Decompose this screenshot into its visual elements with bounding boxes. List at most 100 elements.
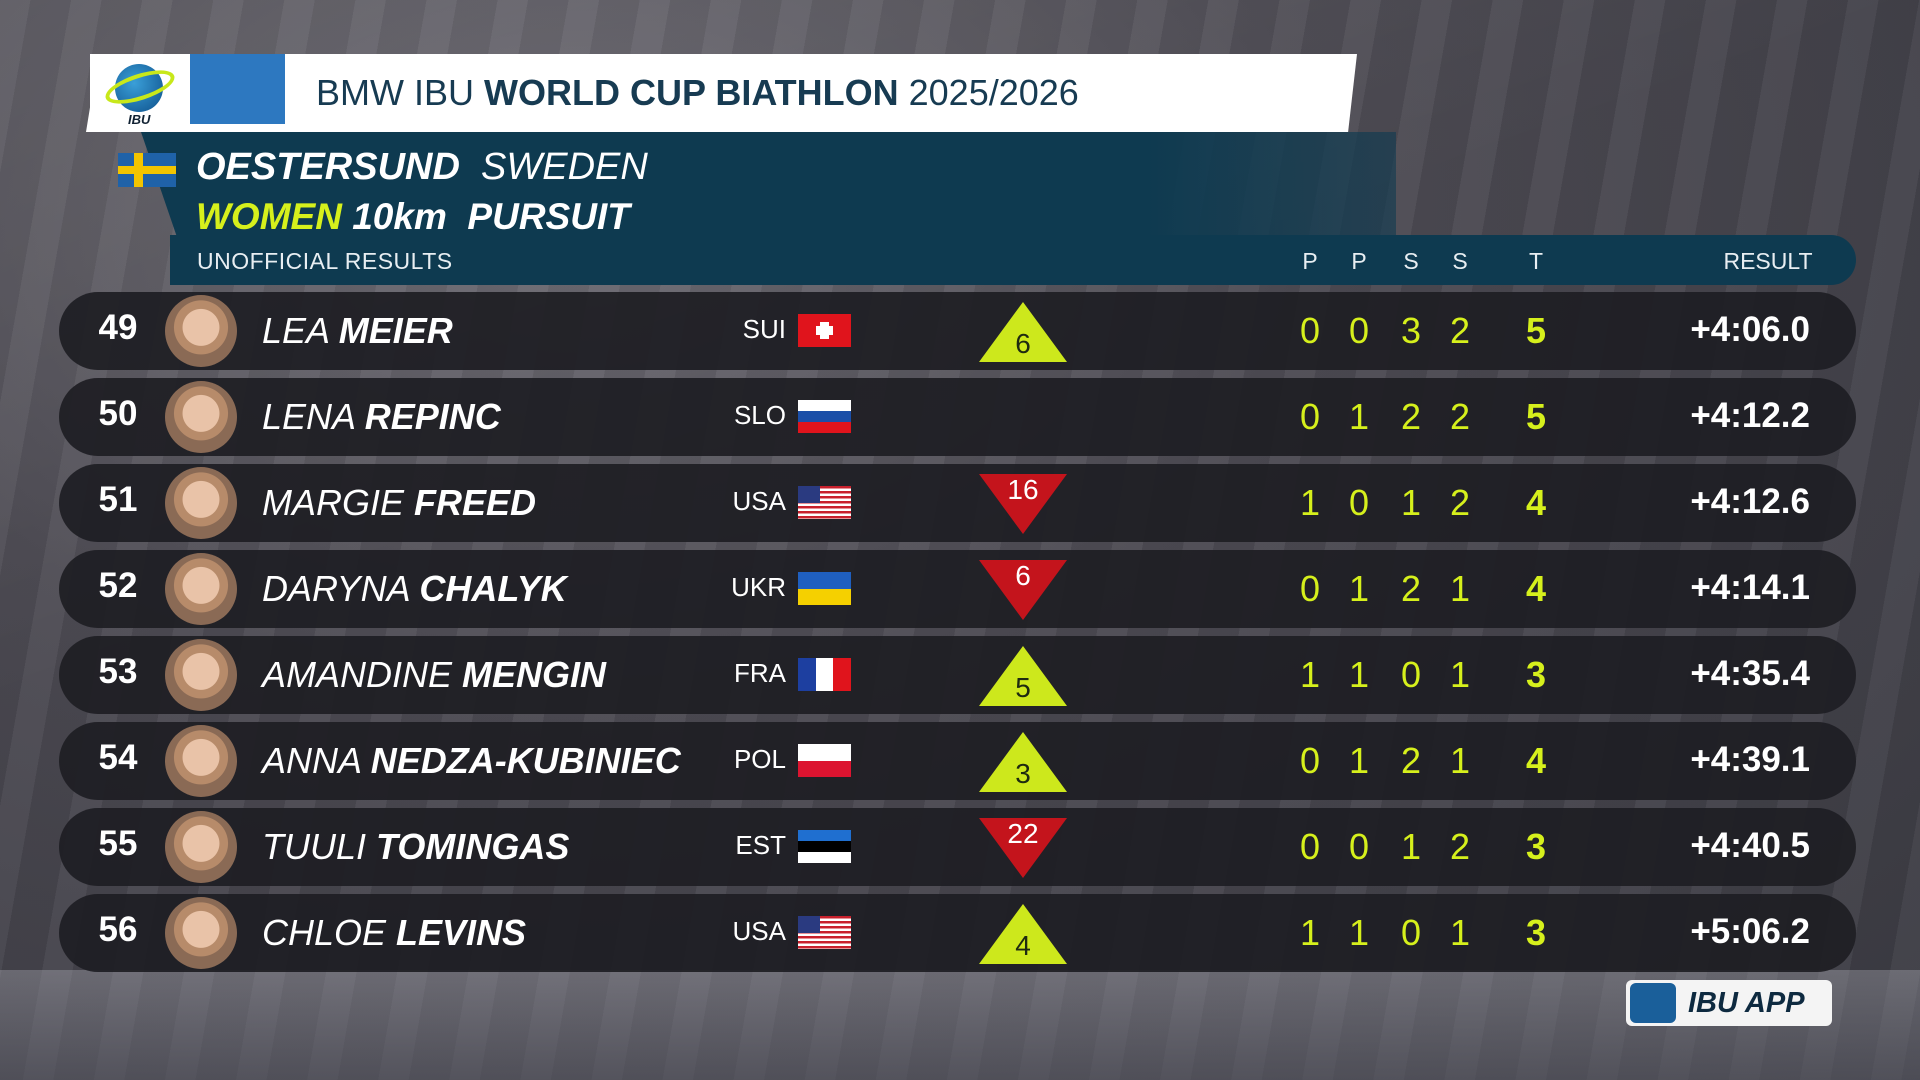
athlete-name: AMANDINE MENGIN — [262, 654, 607, 695]
total-misses: 3 — [1525, 912, 1547, 953]
athlete-avatar — [165, 295, 237, 367]
athlete-name: MARGIE FREED — [262, 482, 537, 523]
shooting-misses: 2 — [1449, 826, 1471, 867]
athlete-avatar — [165, 639, 237, 711]
shooting-misses: 0 — [1400, 912, 1422, 953]
result-time: +4:06.0 — [1690, 310, 1810, 349]
col-standing-2: S — [1452, 248, 1468, 274]
shooting-misses: 2 — [1449, 396, 1471, 437]
result-time: +4:12.2 — [1690, 396, 1810, 435]
crowd-background — [0, 970, 1920, 1080]
athlete-name: LENA REPINC — [262, 396, 501, 437]
shooting-misses: 1 — [1348, 568, 1370, 609]
result-time: +4:40.5 — [1690, 826, 1810, 865]
shooting-misses: 1 — [1299, 482, 1321, 523]
shooting-misses: 0 — [1348, 310, 1370, 351]
shooting-misses: 0 — [1299, 740, 1321, 781]
shooting-misses: 1 — [1449, 912, 1471, 953]
col-standing-1: S — [1403, 248, 1419, 274]
shooting-misses: 3 — [1400, 310, 1422, 351]
pol-flag-icon — [798, 744, 851, 777]
est-flag-icon — [798, 830, 851, 863]
slo-flag-icon — [798, 400, 851, 433]
race-title: WOMEN 10km PURSUIT — [196, 196, 630, 237]
shooting-misses: 1 — [1348, 396, 1370, 437]
nation-code: SLO — [733, 400, 786, 430]
total-misses: 4 — [1525, 568, 1547, 609]
nation-code: SUI — [742, 314, 786, 344]
position-up-arrow-icon: 3 — [979, 732, 1067, 792]
shooting-misses: 1 — [1299, 654, 1321, 695]
shooting-misses: 0 — [1299, 396, 1321, 437]
total-misses: 5 — [1525, 396, 1547, 437]
shooting-misses: 1 — [1400, 482, 1422, 523]
result-time: +4:14.1 — [1690, 568, 1810, 607]
position-up-arrow-icon: 4 — [979, 904, 1067, 964]
shooting-misses: 2 — [1449, 482, 1471, 523]
shooting-misses: 1 — [1400, 826, 1422, 867]
shooting-misses: 0 — [1299, 568, 1321, 609]
position-down-arrow-icon: 6 — [979, 560, 1067, 620]
fra-flag-icon — [798, 658, 851, 691]
shooting-misses: 1 — [1348, 654, 1370, 695]
col-prone-2: P — [1351, 248, 1367, 274]
ibu-app-badge: IBU APP — [1626, 980, 1832, 1026]
total-misses: 4 — [1525, 740, 1547, 781]
athlete-avatar — [165, 467, 237, 539]
shooting-misses: 0 — [1348, 482, 1370, 523]
results-status: UNOFFICIAL RESULTS — [197, 248, 453, 274]
athlete-avatar — [165, 725, 237, 797]
sui-flag-icon — [798, 314, 851, 347]
shooting-misses: 2 — [1400, 396, 1422, 437]
position-down-arrow-icon: 22 — [979, 818, 1067, 878]
title-bar — [86, 54, 1357, 132]
event-panel — [141, 132, 1396, 242]
ukr-flag-icon — [798, 572, 851, 605]
shooting-misses: 1 — [1348, 740, 1370, 781]
shooting-misses: 0 — [1400, 654, 1422, 695]
shooting-misses: 2 — [1400, 740, 1422, 781]
total-misses: 5 — [1525, 310, 1547, 351]
result-time: +5:06.2 — [1690, 912, 1810, 951]
position-up-arrow-icon: 6 — [979, 302, 1067, 362]
position-down-arrow-icon: 16 — [979, 474, 1067, 534]
athlete-name: TUULI TOMINGAS — [262, 826, 570, 867]
athlete-name: CHLOE LEVINS — [262, 912, 527, 953]
total-misses: 3 — [1525, 826, 1547, 867]
position-up-arrow-icon: 5 — [979, 646, 1067, 706]
result-time: +4:35.4 — [1690, 654, 1810, 693]
total-misses: 3 — [1525, 654, 1547, 695]
shooting-misses: 0 — [1299, 826, 1321, 867]
col-result: RESULT — [1723, 248, 1813, 274]
nation-code: UKR — [731, 572, 786, 602]
event-logo — [190, 54, 285, 124]
nation-code: POL — [733, 744, 786, 774]
shooting-misses: 1 — [1449, 654, 1471, 695]
nation-code: USA — [732, 486, 786, 516]
athlete-avatar — [165, 553, 237, 625]
shooting-misses: 1 — [1299, 912, 1321, 953]
shooting-misses: 2 — [1400, 568, 1422, 609]
result-time: +4:12.6 — [1690, 482, 1810, 521]
shooting-misses: 0 — [1299, 310, 1321, 351]
athlete-avatar — [165, 897, 237, 969]
athlete-name: LEA MEIER — [262, 310, 453, 351]
shooting-misses: 1 — [1449, 740, 1471, 781]
ibu-logo: IBU — [90, 54, 285, 132]
athlete-avatar — [165, 811, 237, 883]
total-misses: 4 — [1525, 482, 1547, 523]
shooting-misses: 1 — [1449, 568, 1471, 609]
sweden-flag-icon — [118, 153, 176, 187]
nation-code: USA — [732, 916, 786, 946]
shooting-misses: 0 — [1348, 826, 1370, 867]
athlete-avatar — [165, 381, 237, 453]
athlete-name: ANNA NEDZA-KUBINIEC — [262, 740, 681, 781]
page-title: BMW IBU WORLD CUP BIATHLON 2025/2026 — [316, 72, 1079, 113]
